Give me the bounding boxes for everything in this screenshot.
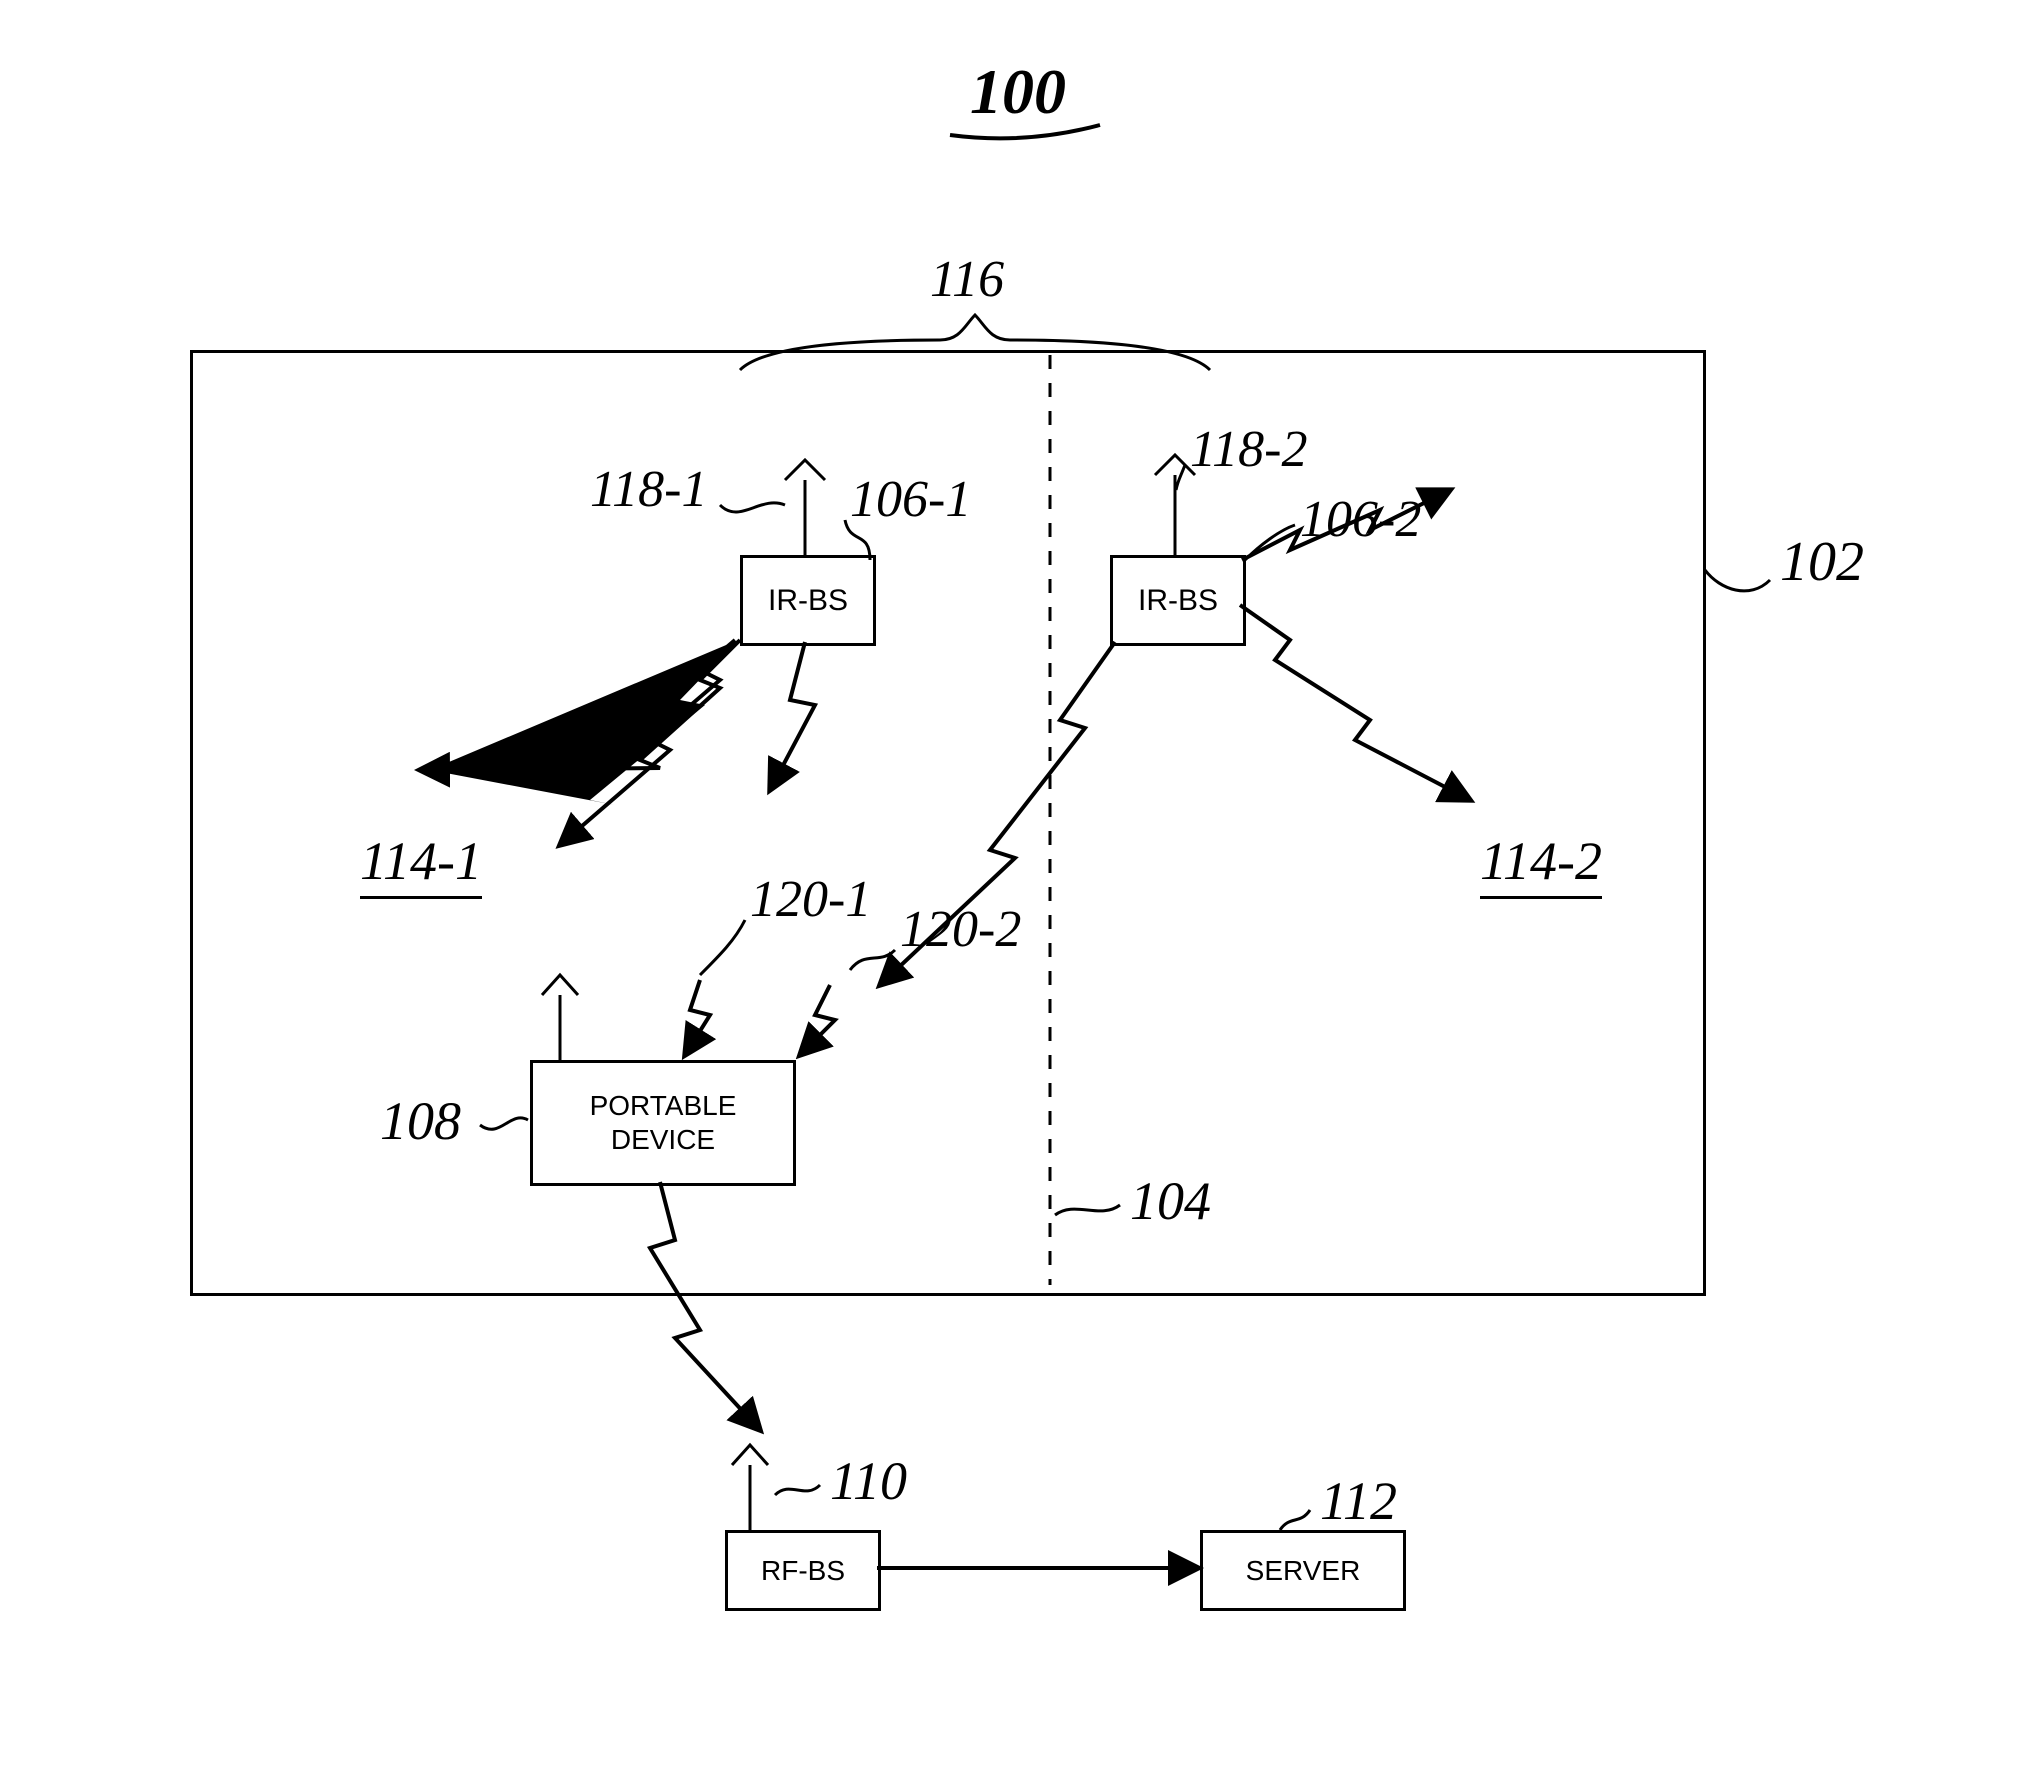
label-114-1: 114-1 bbox=[360, 830, 482, 899]
label-102: 102 bbox=[1780, 530, 1864, 594]
label-118-2: 118-2 bbox=[1190, 420, 1307, 479]
ir-bs-1: IR-BS bbox=[740, 555, 876, 646]
label-112: 112 bbox=[1320, 1470, 1397, 1532]
label-104: 104 bbox=[1130, 1170, 1211, 1232]
label-110: 110 bbox=[830, 1450, 907, 1512]
rf-bs: RF-BS bbox=[725, 1530, 881, 1611]
label-108: 108 bbox=[380, 1090, 461, 1152]
label-106-1: 106-1 bbox=[850, 470, 971, 529]
portable-device: PORTABLE DEVICE bbox=[530, 1060, 796, 1186]
ir-bs-2: IR-BS bbox=[1110, 555, 1246, 646]
label-120-1: 120-1 bbox=[750, 870, 871, 929]
figure-title: 100 bbox=[970, 55, 1066, 129]
diagram-canvas: 100 IR-BS IR-BS PORTABLE DEVICE RF-BS SE… bbox=[0, 0, 2037, 1776]
label-120-2: 120-2 bbox=[900, 900, 1021, 959]
label-114-2: 114-2 bbox=[1480, 830, 1602, 899]
label-106-2: 106-2 bbox=[1300, 490, 1421, 549]
server: SERVER bbox=[1200, 1530, 1406, 1611]
label-116: 116 bbox=[930, 250, 1004, 309]
label-118-1: 118-1 bbox=[590, 460, 707, 519]
